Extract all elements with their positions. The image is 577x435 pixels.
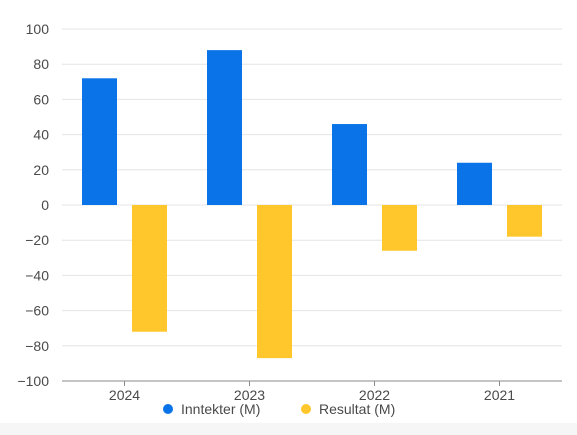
- y-tick-label: 0: [41, 197, 49, 213]
- x-tick-label: 2022: [359, 387, 390, 403]
- x-tick-label: 2021: [484, 387, 515, 403]
- bars: [82, 50, 542, 359]
- bar-inntekter-2022[interactable]: [332, 124, 367, 205]
- bar-inntekter-2021[interactable]: [457, 162, 492, 205]
- y-tick-label: −100: [17, 373, 49, 389]
- y-tick-label: −20: [25, 232, 49, 248]
- legend-label-resultat[interactable]: Resultat (M): [319, 401, 395, 417]
- y-tick-label: 60: [33, 91, 49, 107]
- y-tick-label: 100: [26, 21, 50, 37]
- y-tick-label: −60: [25, 303, 49, 319]
- bar-resultat-2021[interactable]: [507, 205, 542, 237]
- bar-resultat-2022[interactable]: [382, 205, 417, 251]
- y-tick-label: 40: [33, 127, 49, 143]
- bar-resultat-2023[interactable]: [257, 205, 292, 359]
- bar-inntekter-2023[interactable]: [207, 50, 242, 206]
- legend-marker-resultat: [301, 404, 311, 414]
- bar-resultat-2024[interactable]: [132, 205, 167, 332]
- y-tick-label: 20: [33, 162, 49, 178]
- x-tick-label: 2023: [234, 387, 265, 403]
- axes: 100 80 60 40 20 0 −20 −40 −60 −80 −100 2024 2023 2022…: [17, 21, 562, 403]
- y-tick-label: −40: [25, 267, 49, 283]
- footer-band: [0, 423, 577, 435]
- legend-label-inntekter[interactable]: Inntekter (M): [181, 401, 260, 417]
- legend[interactable]: Inntekter (M) Resultat (M): [163, 401, 395, 417]
- legend-marker-inntekter: [163, 404, 173, 414]
- bar-inntekter-2024[interactable]: [82, 78, 117, 205]
- y-tick-label: −80: [25, 338, 49, 354]
- x-tick-label: 2024: [109, 387, 140, 403]
- y-tick-label: 80: [33, 56, 49, 72]
